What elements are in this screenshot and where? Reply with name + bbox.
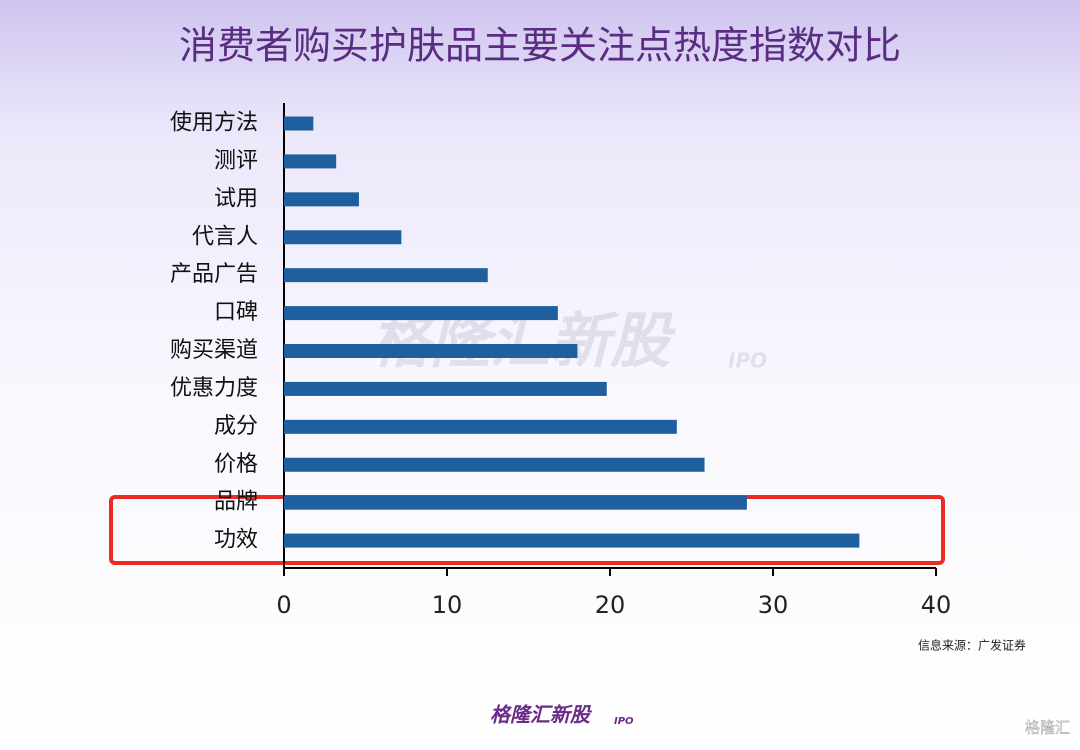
y-tick-label: 功效 bbox=[214, 528, 258, 553]
chart-title: 消费者购买护肤品主要关注点热度指数对比 bbox=[179, 24, 901, 68]
x-tick-label: 0 bbox=[276, 591, 291, 619]
y-tick-label: 代言人 bbox=[192, 224, 258, 249]
corner-logo: 格隆汇 bbox=[1025, 719, 1070, 737]
bar bbox=[284, 457, 705, 472]
x-tick-label: 40 bbox=[921, 591, 952, 619]
watermark-sub: IPO bbox=[728, 349, 767, 373]
y-tick-label: 购买渠道 bbox=[170, 338, 258, 363]
x-tick-label: 10 bbox=[432, 591, 463, 619]
bar bbox=[284, 192, 359, 207]
x-tick-label: 20 bbox=[595, 591, 626, 619]
bar bbox=[284, 306, 558, 321]
bar bbox=[284, 154, 337, 169]
y-tick-label: 测评 bbox=[214, 148, 258, 173]
bar bbox=[284, 495, 747, 510]
x-tick-label: 30 bbox=[758, 591, 789, 619]
y-tick-label: 使用方法 bbox=[170, 111, 258, 136]
source-note: 信息来源：广发证券 bbox=[918, 638, 1026, 653]
bar bbox=[284, 419, 677, 434]
bar bbox=[284, 381, 607, 396]
y-tick-label: 口碑 bbox=[214, 300, 258, 325]
y-tick-label: 价格 bbox=[214, 452, 258, 477]
y-tick-label: 品牌 bbox=[214, 490, 258, 515]
bar bbox=[284, 344, 578, 358]
y-tick-label: 优惠力度 bbox=[170, 376, 258, 401]
bar bbox=[284, 533, 860, 548]
bar bbox=[284, 116, 314, 131]
plot-area: 0 10 20 30 40 使用方法测评试用代言人产品广告口碑购买渠道优惠力度成分价格品牌… bbox=[170, 103, 951, 619]
y-tick-label: 产品广告 bbox=[170, 262, 258, 287]
y-tick-label: 成分 bbox=[214, 414, 258, 439]
y-tick-label: 试用 bbox=[214, 186, 258, 211]
bar bbox=[284, 230, 402, 245]
bar bbox=[284, 268, 488, 283]
footer-logo-sub: IPO bbox=[614, 716, 634, 727]
footer-logo: 格隆汇新股 bbox=[490, 703, 592, 727]
